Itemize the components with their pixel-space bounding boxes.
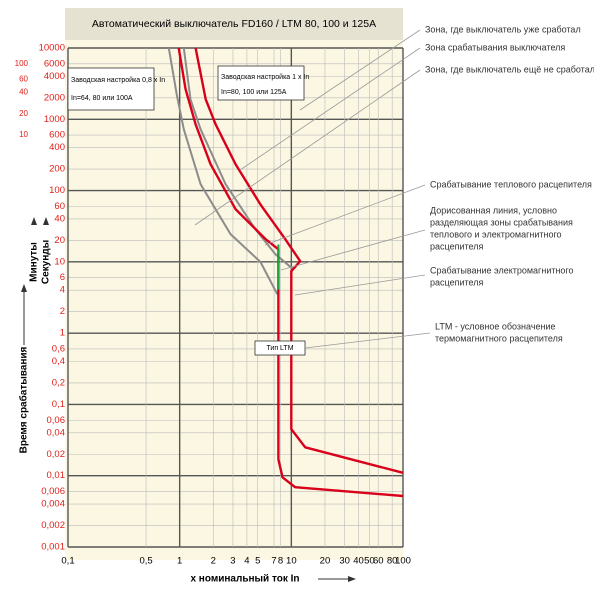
series-line xyxy=(177,47,404,498)
y-tick-label: 600 xyxy=(49,130,65,141)
x-tick-label: 1 xyxy=(177,556,182,567)
x-tick-label: 7 xyxy=(271,556,276,567)
x-tick-label: 50 xyxy=(364,556,375,567)
x-tick-label: 4 xyxy=(244,556,249,567)
x-tick-label: 0,5 xyxy=(139,556,152,567)
minute-tick-label: 100 xyxy=(15,59,29,68)
y-tick-label: 400 xyxy=(49,142,65,153)
y-tick-label: 0,1 xyxy=(52,399,65,410)
annotation: Срабатывание электромагнитного xyxy=(430,265,574,275)
minute-tick-label: 20 xyxy=(19,109,28,118)
annotation: Зона, где выключатель уже сработал xyxy=(425,24,581,34)
annotation: Дорисованная линия, условно xyxy=(430,205,557,215)
leader-line xyxy=(304,332,431,349)
leader-line xyxy=(239,47,421,171)
y-tick-label: 1 xyxy=(60,328,65,339)
title-band xyxy=(65,8,403,40)
annotation: LTM - условное обозначение xyxy=(435,321,556,331)
y-tick-label: 20 xyxy=(54,235,65,246)
plot: 1000060004000200010006004002001006040201… xyxy=(15,43,411,567)
minute-tick-label: 10 xyxy=(19,130,28,139)
y-tick-label: 0,001 xyxy=(41,542,65,553)
annotation: Зона срабатывания выключателя xyxy=(425,42,565,52)
x-tick-label: 40 xyxy=(353,556,364,567)
y-tick-label: 0,2 xyxy=(52,377,65,388)
annotation: Зона, где выключатель ещё не сработал xyxy=(425,64,594,74)
x-axis-label: x номинальный ток In xyxy=(190,574,299,585)
box-text: Заводская настройка 1 x In xyxy=(221,73,309,81)
x-tick-label: 3 xyxy=(230,556,235,567)
leader-line xyxy=(194,69,421,226)
y-tick-label: 40 xyxy=(54,213,65,224)
annotation: расцепителя xyxy=(430,277,483,287)
leader-line xyxy=(299,29,421,111)
x-tick-label: 30 xyxy=(339,556,350,567)
x-tick-label: 2 xyxy=(211,556,216,567)
x-tick-label: 8 xyxy=(278,556,283,567)
y-tick-label: 0,4 xyxy=(52,356,65,367)
leader-line xyxy=(280,229,426,271)
y-tick-label: 100 xyxy=(49,185,65,196)
chart-title: Автоматический выключатель FD160 / LTM 8… xyxy=(92,18,376,30)
annotation: термомагнитного расцепителя xyxy=(435,333,563,343)
y-tick-label: 0,02 xyxy=(47,449,66,460)
y-tick-label: 1000 xyxy=(44,114,65,125)
y-tick-label: 6000 xyxy=(44,58,65,69)
y-tick-label: 4000 xyxy=(44,71,65,82)
y-tick-label: 2000 xyxy=(44,92,65,103)
leader-line xyxy=(294,274,426,296)
minute-tick-label: 60 xyxy=(19,75,28,84)
annotation: Срабатывание теплового расцепителя xyxy=(430,179,592,189)
y-tick-label: 0,002 xyxy=(41,520,65,531)
series-line xyxy=(182,47,294,270)
leader-line xyxy=(264,184,426,246)
box-text: Тип LTM xyxy=(266,345,293,352)
series-line xyxy=(194,47,404,474)
annotation: разделяющая зоны срабатывания xyxy=(430,217,573,227)
arrow-head xyxy=(31,217,49,225)
arrow-head xyxy=(21,284,27,292)
y-axis-label-minutes: Минуты xyxy=(29,242,40,282)
x-tick-label: 5 xyxy=(255,556,260,567)
y-tick-label: 60 xyxy=(54,201,65,212)
y-tick-label: 0,004 xyxy=(41,499,65,510)
y-axis-label-seconds: Секунды xyxy=(41,240,52,284)
x-tick-label: 0,1 xyxy=(61,556,74,567)
y-tick-label: 200 xyxy=(49,164,65,175)
y-tick-label: 0,01 xyxy=(47,470,66,481)
box xyxy=(67,67,155,111)
x-tick-label: 80 xyxy=(387,556,398,567)
box-text: In=80, 100 или 125А xyxy=(221,89,287,96)
y-tick-label: 0,06 xyxy=(47,415,66,426)
y-tick-label: 6 xyxy=(60,272,65,283)
y-tick-label: 10000 xyxy=(39,43,65,54)
x-tick-label: 20 xyxy=(320,556,331,567)
y-tick-label: 0,006 xyxy=(41,486,65,497)
y-axis-label: Время срабатывания xyxy=(18,346,30,453)
x-tick-label: 60 xyxy=(373,556,384,567)
annotation: расцепителя xyxy=(430,241,483,251)
annotation: теплового и электромагнитного xyxy=(430,229,562,239)
box-text: Заводская настройка 0,8 x In xyxy=(71,76,165,84)
arrow-head xyxy=(348,576,356,582)
x-tick-label: 100 xyxy=(395,556,411,567)
y-tick-label: 0,04 xyxy=(47,427,66,438)
y-tick-label: 2 xyxy=(60,306,65,317)
box xyxy=(217,65,305,101)
series-line xyxy=(167,47,279,295)
minute-tick-label: 40 xyxy=(19,87,28,96)
x-tick-label: 10 xyxy=(286,556,297,567)
box-text: In=64, 80 или 100А xyxy=(71,95,133,102)
y-tick-label: 10 xyxy=(54,256,65,267)
y-tick-label: 4 xyxy=(60,285,65,296)
y-tick-label: 0,6 xyxy=(52,343,65,354)
